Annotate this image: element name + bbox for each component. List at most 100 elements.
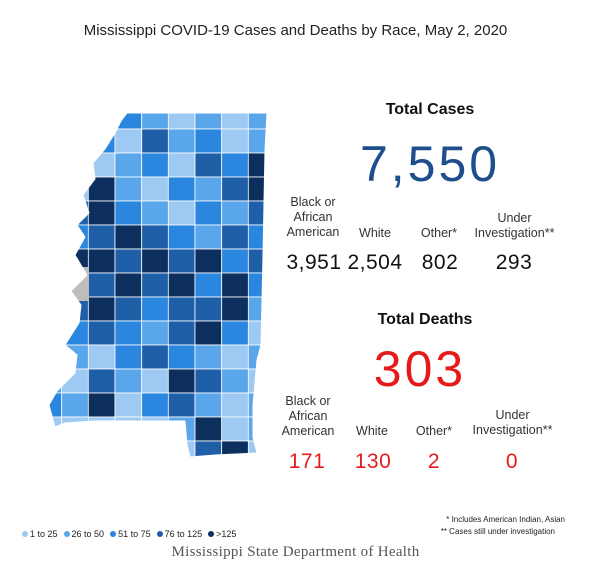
deaths-value-white: 130 [354, 450, 392, 473]
county-cell [167, 368, 196, 394]
county-cell [167, 200, 196, 226]
county-cell [167, 113, 196, 130]
county-cell [87, 128, 116, 154]
county-cell [141, 176, 169, 202]
county-cell [61, 113, 89, 130]
county-cell [247, 176, 267, 202]
county-cell [49, 176, 63, 202]
county-cell [114, 440, 143, 457]
county-cell [221, 113, 249, 130]
county-cell [114, 176, 143, 202]
county-cell [87, 440, 116, 457]
county-cell [247, 113, 267, 130]
county-cell [114, 344, 143, 370]
county-cell [61, 200, 89, 226]
county-cell [141, 272, 169, 298]
cases-value-under-investigation: 293 [495, 251, 533, 274]
county-cell [221, 440, 249, 457]
county-cell [221, 392, 249, 418]
county-cell [61, 176, 89, 202]
county-cell [221, 416, 249, 442]
county-cell [61, 128, 89, 154]
county-cell [141, 128, 169, 154]
legend-item: 76 to 125 [156, 529, 202, 539]
legend-dot [110, 531, 117, 537]
legend-item: 51 to 75 [110, 529, 151, 539]
county-cell [167, 152, 196, 178]
county-cell [61, 152, 89, 178]
legend-label: >125 [216, 529, 237, 539]
county-cell [167, 176, 196, 202]
county-cell [49, 368, 63, 394]
county-cell [49, 296, 63, 322]
county-cell [49, 416, 63, 442]
county-cell [194, 368, 223, 394]
cases-label-under-investigation: Under Investigation** [474, 211, 555, 240]
county-cell [114, 296, 143, 322]
county-cell [141, 392, 169, 418]
county-cell [167, 272, 196, 298]
county-cell [87, 248, 116, 274]
county-cell [247, 416, 267, 442]
county-cell [194, 200, 223, 226]
county-cell [114, 392, 143, 418]
county-cell [87, 224, 116, 250]
cases-value-black: 3,951 [286, 251, 342, 274]
county-cell [141, 113, 169, 130]
county-cell [87, 344, 116, 370]
county-cell [61, 344, 89, 370]
county-cell [49, 152, 63, 178]
legend-dot [208, 531, 215, 537]
county-cell [221, 128, 249, 154]
legend-item: >125 [208, 529, 236, 539]
county-cell [194, 440, 223, 457]
county-cell [114, 224, 143, 250]
cases-label-other: Other* [420, 226, 458, 240]
county-cell [194, 392, 223, 418]
county-cell [141, 296, 169, 322]
county-cell [61, 392, 89, 418]
cases-label-black: Black or African American [286, 195, 340, 239]
county-cell [221, 320, 249, 346]
county-cell [167, 248, 196, 274]
deaths-label-under-investigation: Under Investigation** [472, 408, 553, 437]
county-cell [49, 248, 63, 274]
county-cell [194, 128, 223, 154]
source-credit: Mississippi State Department of Health [171, 544, 420, 560]
county-cell [114, 200, 143, 226]
county-cell [194, 113, 223, 130]
cases-label-white: White [359, 226, 391, 240]
county-cell [141, 368, 169, 394]
legend: 1 to 25 26 to 50 51 to 75 76 to 125 >125 [22, 529, 236, 539]
county-cell [247, 200, 267, 226]
county-cell [167, 344, 196, 370]
county-cell [87, 392, 116, 418]
county-cell [221, 272, 249, 298]
mississippi-county-map [48, 112, 268, 458]
footnote-other: * Includes American Indian, Asian [446, 515, 565, 524]
county-cell [87, 113, 116, 130]
county-cell [87, 272, 116, 298]
legend-dot [156, 531, 163, 537]
county-cell [247, 344, 267, 370]
county-cell [141, 440, 169, 457]
county-cell [194, 152, 223, 178]
county-cell [114, 272, 143, 298]
county-cell [247, 248, 267, 274]
county-cell [194, 248, 223, 274]
county-cell [61, 440, 89, 457]
county-cell [221, 248, 249, 274]
county-cell [167, 296, 196, 322]
county-cell [87, 368, 116, 394]
legend-label: 51 to 75 [118, 529, 151, 539]
county-cell [141, 224, 169, 250]
county-cell [167, 224, 196, 250]
legend-dot [22, 531, 28, 537]
cases-heading: Total Cases [385, 101, 475, 118]
county-cell [167, 392, 196, 418]
county-cell [49, 224, 63, 250]
legend-label: 26 to 50 [71, 529, 105, 539]
footnote-under-investigation: ** Cases still under investigation [440, 527, 555, 536]
legend-item: 1 to 25 [22, 529, 58, 539]
chart-title: Mississippi COVID-19 Cases and Deaths by… [83, 22, 508, 39]
